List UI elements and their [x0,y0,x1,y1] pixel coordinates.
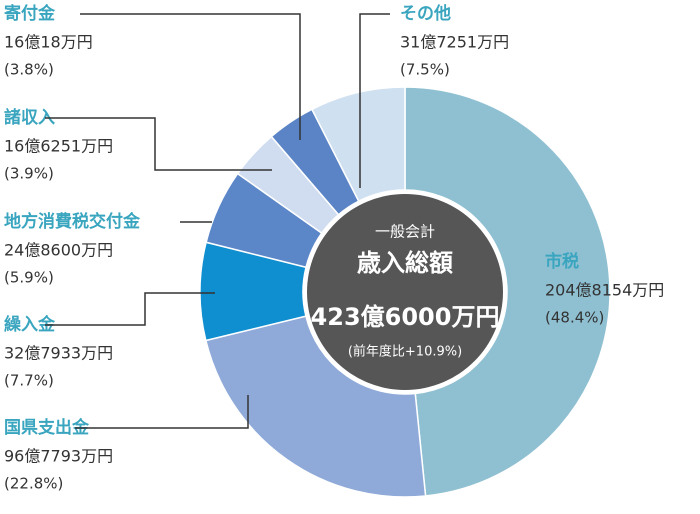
amount-label: 16億18万円 [4,33,93,52]
leader-line [359,13,390,188]
category-label: 諸収入 [4,107,55,128]
amount-label: 96億7793万円 [4,447,113,466]
amount-label: 16億6251万円 [4,137,113,156]
category-label: 地方消費税交付金 [4,211,141,232]
center-label: (前年度比+10.9%) [348,344,462,360]
value-label: (22.8%) [4,475,63,493]
amount-label: 24億8600万円 [4,241,113,260]
value-label: (48.4%) [545,309,604,327]
donut-slice [310,86,406,203]
value-label: (7.7%) [4,372,54,390]
category-label: 寄付金 [4,3,56,24]
leader-line [45,117,272,171]
amount-label: 31億7251万円 [400,33,509,52]
center-label: 歳入総額 [357,249,453,277]
category-label: 繰入金 [4,314,56,335]
category-label: 市税 [545,251,579,272]
category-label: 国県支出金 [4,417,90,438]
value-label: (7.5%) [400,61,450,79]
amount-label: 32億7933万円 [4,344,113,363]
donut-slice [204,315,427,498]
leader-line [80,13,301,140]
center-label: 423億6000万円 [311,303,500,331]
value-label: (5.9%) [4,269,54,287]
donut-slice [404,86,611,497]
amount-label: 204億8154万円 [545,281,664,300]
leader-line [45,292,215,326]
value-label: (3.8%) [4,61,54,79]
value-label: (3.9%) [4,165,54,183]
center-circle [307,194,503,390]
category-label: その他 [400,3,451,24]
leader-line [75,395,249,429]
center-label: 一般会計 [375,223,435,241]
